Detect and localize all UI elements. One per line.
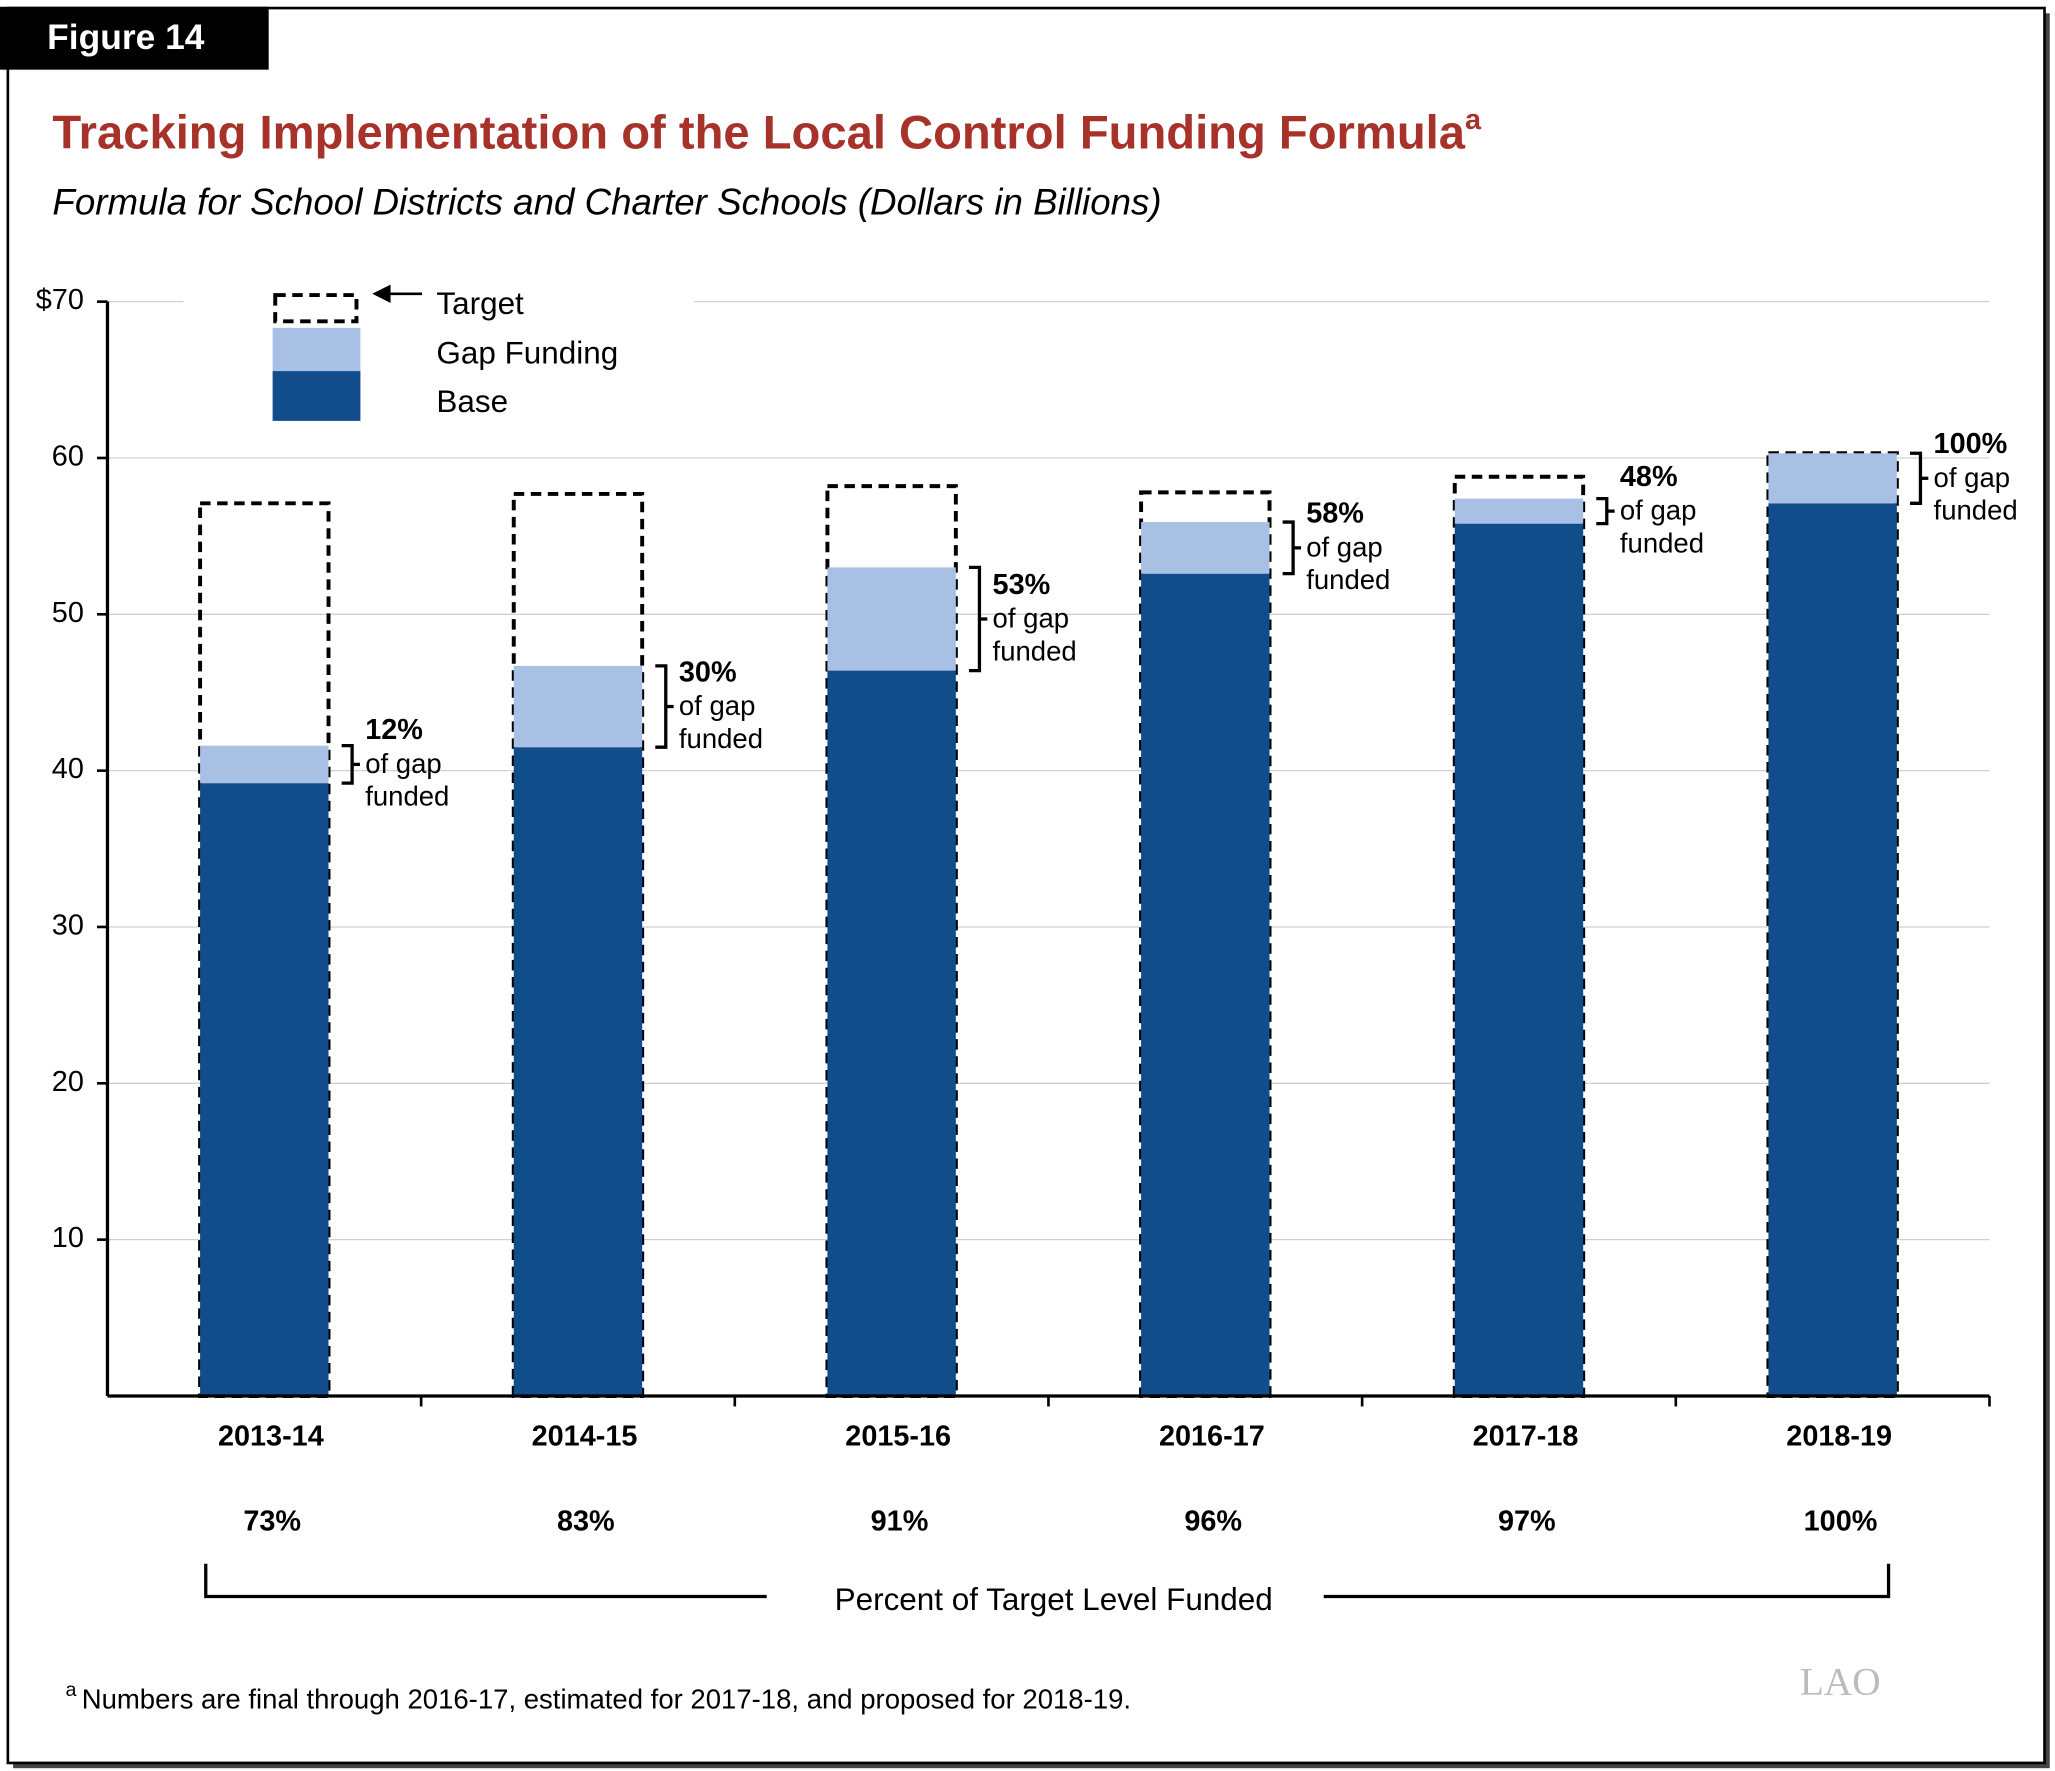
gap-bracket <box>1909 451 1923 505</box>
bar-segment <box>513 665 643 748</box>
gap-percent-label: 48% <box>1620 461 1678 493</box>
gap-note: funded <box>1620 527 1704 558</box>
legend-swatch <box>272 327 361 372</box>
x-tick-label: 2015-16 <box>845 1421 951 1453</box>
legend-label: Target <box>436 286 524 321</box>
gap-note: of gap <box>679 690 756 721</box>
footnote-marker: a <box>66 1679 77 1701</box>
gap-bracket <box>968 565 982 673</box>
legend-swatch <box>273 293 359 324</box>
bar-segment <box>1768 503 1897 1396</box>
target-percent-label: 96% <box>1184 1506 1242 1538</box>
gap-note: of gap <box>365 748 442 779</box>
chart-title: Tracking Implementation of the Local Con… <box>52 106 1465 159</box>
gap-note: funded <box>1306 564 1390 595</box>
gap-note: funded <box>365 781 449 812</box>
legend-label: Gap Funding <box>436 336 618 371</box>
title-marker: a <box>1465 103 1482 135</box>
x-tick-label: 2018-19 <box>1786 1421 1892 1453</box>
gap-note: of gap <box>1620 495 1697 526</box>
target-row-bracket <box>204 1563 1891 1599</box>
figure-label: Figure 14 <box>47 18 205 57</box>
gap-percent-label: 30% <box>679 656 737 688</box>
chart-title-group: Tracking Implementation of the Local Con… <box>52 103 1482 159</box>
y-tick-label: 50 <box>52 597 84 629</box>
bar-segment <box>1141 573 1270 1396</box>
gap-note: of gap <box>1934 462 2011 493</box>
legend-arrow-head <box>372 284 391 303</box>
gap-percent-label: 100% <box>1934 428 2008 460</box>
bar-segment <box>200 745 329 784</box>
legend-backing <box>183 268 695 440</box>
target-percent-label: 83% <box>557 1506 615 1538</box>
gap-note: funded <box>679 723 763 754</box>
chart-subtitle: Formula for School Districts and Charter… <box>52 181 1161 222</box>
bar-segment <box>513 747 643 1396</box>
footnote-text: Numbers are final through 2016-17, estim… <box>82 1684 1131 1715</box>
x-tick-label: 2013-14 <box>218 1421 324 1453</box>
target-percent-label: 100% <box>1804 1506 1878 1538</box>
x-tick-label: 2014-15 <box>532 1421 638 1453</box>
footnote-group: a Numbers are final through 2016-17, esti… <box>66 1679 1132 1715</box>
gap-note: funded <box>1934 495 2018 526</box>
y-tick-label: 40 <box>52 753 84 785</box>
figure-tab <box>0 6 269 70</box>
bar-segment <box>827 567 956 671</box>
y-tick-label: 20 <box>52 1066 84 1098</box>
y-tick-label: $70 <box>36 284 84 316</box>
legend-label: Base <box>436 384 508 419</box>
bar-segment <box>827 670 956 1396</box>
target-percent-label: 97% <box>1498 1506 1556 1538</box>
y-tick-label: 30 <box>52 910 84 942</box>
bar-segment <box>1141 522 1270 574</box>
gap-percent-label: 58% <box>1306 498 1364 530</box>
bar-segment <box>1768 453 1897 504</box>
logo: LAO <box>1800 1660 1881 1704</box>
y-tick-label: 10 <box>52 1222 84 1254</box>
target-percent-label: 73% <box>243 1506 301 1538</box>
gap-percent-label: 12% <box>365 714 423 746</box>
gap-note: funded <box>993 635 1077 666</box>
y-tick-label: 60 <box>52 441 84 473</box>
gap-note: of gap <box>993 603 1070 634</box>
x-tick-label: 2017-18 <box>1473 1421 1579 1453</box>
target-row-label: Percent of Target Level Funded <box>835 1582 1273 1617</box>
gap-note: of gap <box>1306 531 1383 562</box>
bar-segment <box>1454 523 1584 1396</box>
x-tick-label: 2016-17 <box>1159 1421 1265 1453</box>
legend-swatch <box>272 371 361 421</box>
target-percent-label: 91% <box>871 1506 929 1538</box>
bar-segment <box>1454 498 1584 524</box>
bar-segment <box>200 783 329 1396</box>
gap-percent-label: 53% <box>993 569 1051 601</box>
